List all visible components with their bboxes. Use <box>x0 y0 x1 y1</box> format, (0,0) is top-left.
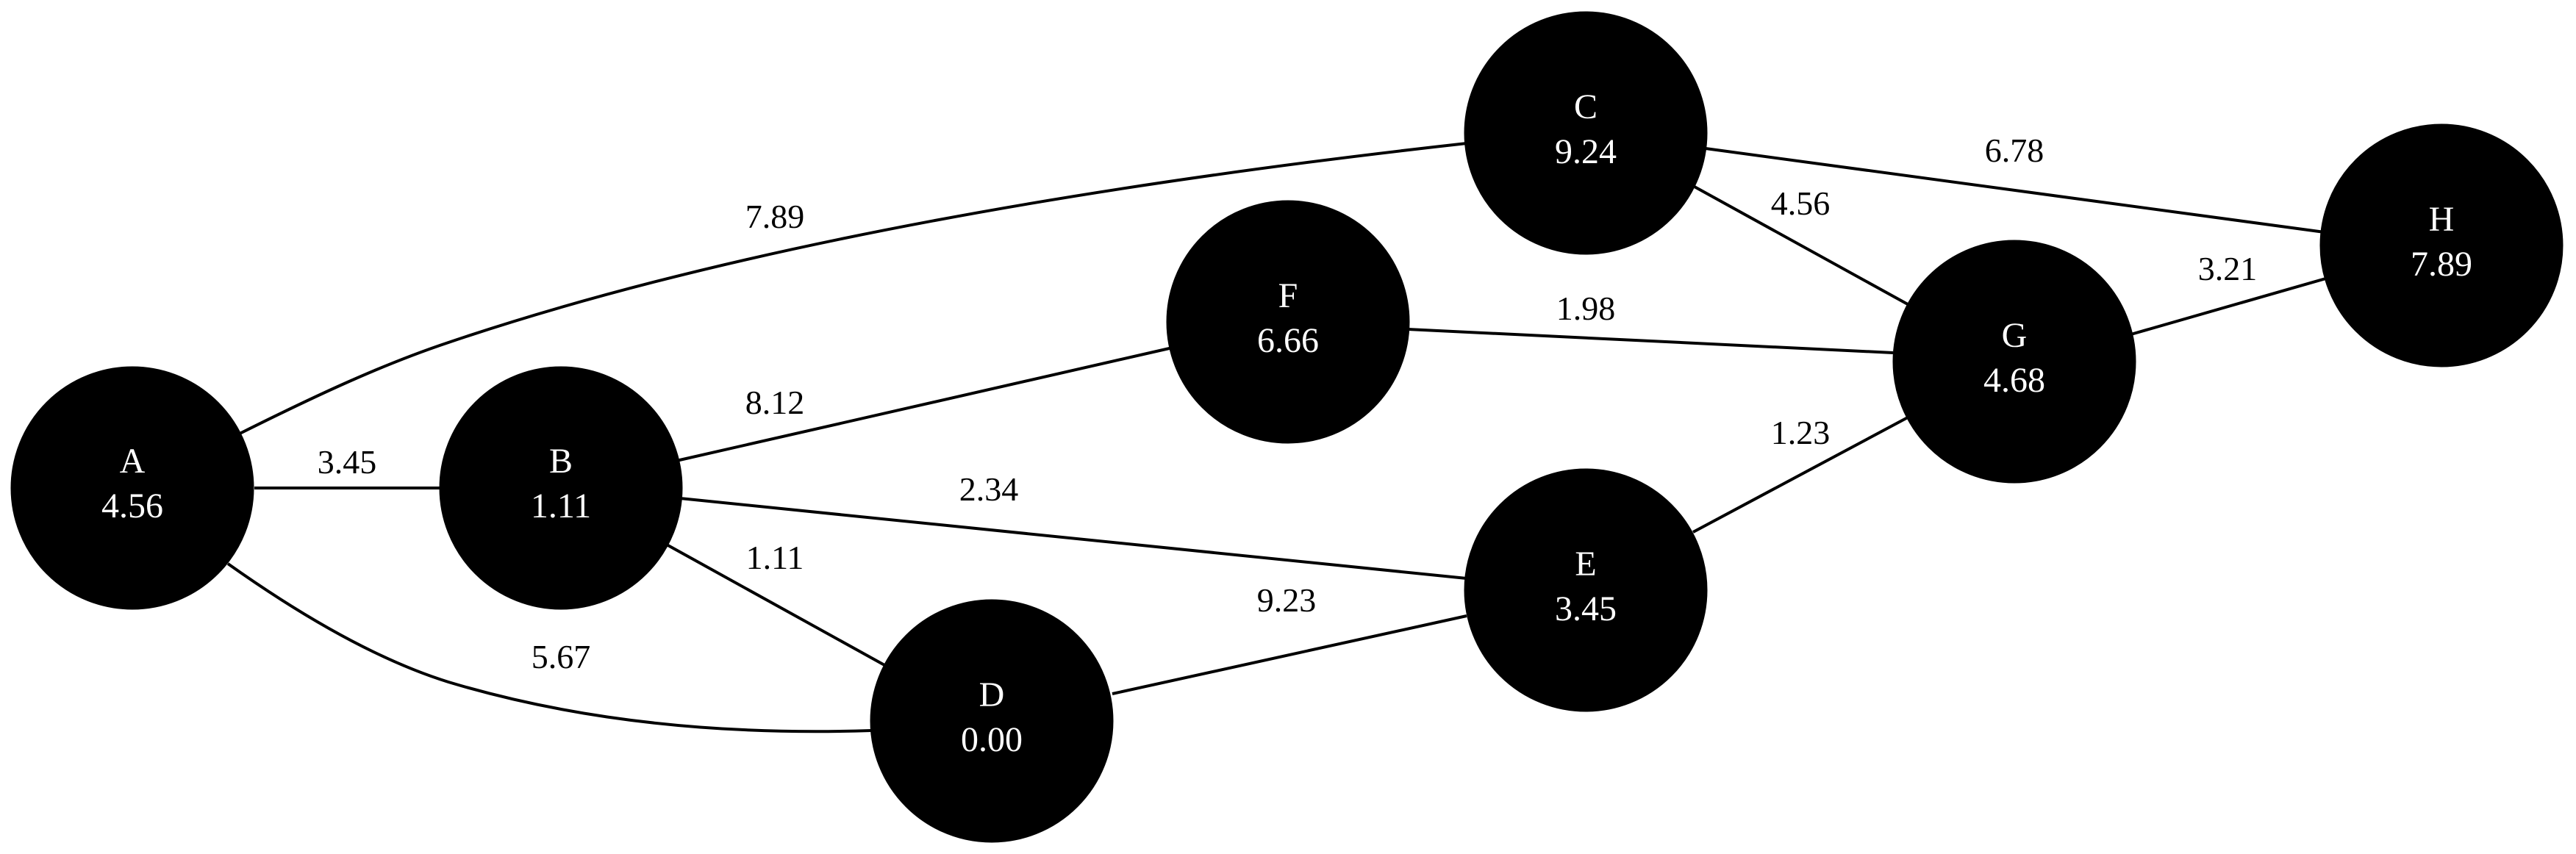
node-b-label: B <box>549 442 573 481</box>
edge-b-d <box>665 542 887 667</box>
node-e[interactable]: E 3.45 <box>1464 468 1708 712</box>
node-a-label: A <box>120 442 146 481</box>
node-h[interactable]: H 7.89 <box>2319 123 2564 367</box>
node-c[interactable]: C 9.24 <box>1464 11 1708 255</box>
node-a[interactable]: A 4.56 <box>10 366 254 610</box>
edge-a-c <box>239 142 1467 435</box>
node-c-label: C <box>1574 87 1598 126</box>
nodes-layer: A 4.56 B 1.11 C 9.24 D 0.00 E 3.45 F 6.6… <box>10 11 2564 843</box>
edge-label-b-f: 8.12 <box>745 384 805 421</box>
node-f[interactable]: F 6.66 <box>1166 200 1410 444</box>
edge-e-g <box>1692 416 1908 534</box>
node-g-value: 4.68 <box>1983 361 2045 400</box>
edge-labels-layer: 3.45 7.89 5.67 1.11 2.34 8.12 4.56 6.78 … <box>318 132 2258 675</box>
node-b-circle <box>439 366 683 610</box>
node-b-value: 1.11 <box>531 487 591 525</box>
edges-layer <box>226 142 2329 733</box>
node-g-circle <box>1892 240 2136 484</box>
edge-label-a-d: 5.67 <box>532 638 591 675</box>
node-f-label: F <box>1278 276 1298 315</box>
edge-label-e-g: 1.23 <box>1771 414 1831 451</box>
node-f-circle <box>1166 200 1410 444</box>
node-d-value: 0.00 <box>961 720 1023 759</box>
edge-label-b-d: 1.11 <box>746 539 804 576</box>
node-d[interactable]: D 0.00 <box>870 599 1114 843</box>
edge-label-b-e: 2.34 <box>959 470 1019 508</box>
edge-label-f-g: 1.98 <box>1556 290 1616 327</box>
edge-b-e <box>679 497 1467 580</box>
node-h-value: 7.89 <box>2411 245 2472 284</box>
node-e-circle <box>1464 468 1708 712</box>
edge-b-f <box>676 346 1173 462</box>
node-a-circle <box>10 366 254 610</box>
edge-label-c-g: 4.56 <box>1771 184 1831 222</box>
node-a-value: 4.56 <box>101 487 163 525</box>
node-d-circle <box>870 599 1114 843</box>
edge-a-d <box>226 562 872 733</box>
node-e-label: E <box>1575 545 1596 584</box>
node-d-label: D <box>979 675 1005 714</box>
edge-label-a-c: 7.89 <box>745 198 805 235</box>
node-f-value: 6.66 <box>1257 321 1319 360</box>
node-h-label: H <box>2429 200 2455 239</box>
edge-f-g <box>1407 328 1894 354</box>
node-b[interactable]: B 1.11 <box>439 366 683 610</box>
edge-d-e <box>1112 614 1467 695</box>
edge-g-h <box>2128 276 2329 337</box>
edge-label-g-h: 3.21 <box>2198 250 2258 287</box>
edge-c-h <box>1705 147 2325 234</box>
node-h-circle <box>2319 123 2564 367</box>
edge-label-a-b: 3.45 <box>318 443 377 481</box>
node-c-value: 9.24 <box>1555 132 1617 171</box>
node-c-circle <box>1464 11 1708 255</box>
edge-c-g <box>1692 184 1908 306</box>
edge-label-c-h: 6.78 <box>1985 132 2044 169</box>
node-e-value: 3.45 <box>1555 589 1617 628</box>
node-g-label: G <box>2002 316 2028 355</box>
edge-label-d-e: 9.23 <box>1257 581 1317 619</box>
node-g[interactable]: G 4.68 <box>1892 240 2136 484</box>
